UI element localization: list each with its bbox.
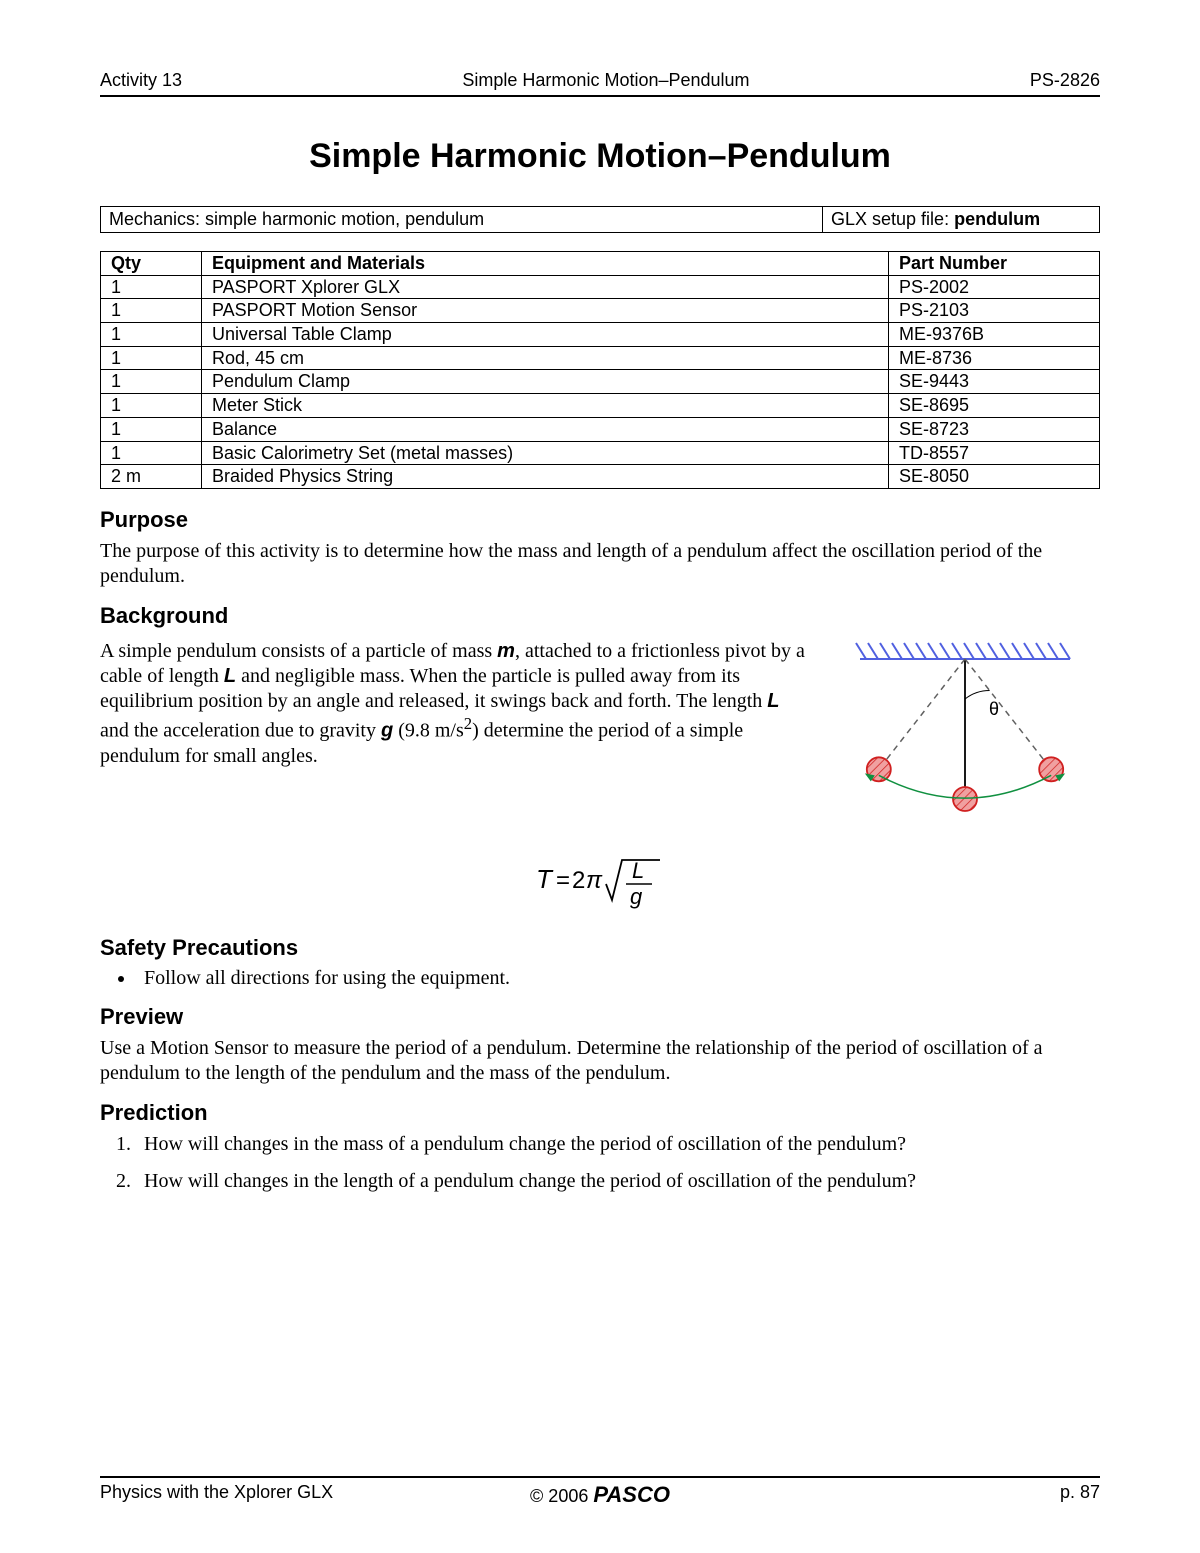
table-cell: 1 <box>101 299 202 323</box>
table-header-row: Qty Equipment and Materials Part Number <box>101 252 1100 276</box>
col-header-qty: Qty <box>101 252 202 276</box>
header-right: PS-2826 <box>1030 70 1100 91</box>
table-row: 1Universal Table ClampME-9376B <box>101 323 1100 347</box>
table-cell: Basic Calorimetry Set (metal masses) <box>202 441 889 465</box>
footer-center: © 2006 PASCO <box>530 1482 670 1508</box>
list-item: How will changes in the length of a pend… <box>136 1169 1100 1194</box>
hatch-icon <box>976 643 986 659</box>
info-bar-topic: Mechanics: simple harmonic motion, pendu… <box>101 207 823 232</box>
pendulum-bob <box>953 787 977 811</box>
hatch-icon <box>928 643 938 659</box>
col-header-part: Part Number <box>889 252 1100 276</box>
hatch-icon <box>892 643 902 659</box>
heading-safety: Safety Precautions <box>100 935 1100 961</box>
table-cell: Balance <box>202 417 889 441</box>
hatch-icon <box>940 643 950 659</box>
table-row: 1Rod, 45 cmME-8736 <box>101 346 1100 370</box>
table-row: 1PASPORT Xplorer GLXPS-2002 <box>101 275 1100 299</box>
table-cell: TD-8557 <box>889 441 1100 465</box>
angle-arc <box>965 690 990 698</box>
table-cell: PS-2002 <box>889 275 1100 299</box>
pendulum-diagram: θ <box>830 635 1100 840</box>
svg-text:2: 2 <box>572 867 585 894</box>
list-item: How will changes in the mass of a pendul… <box>136 1132 1100 1157</box>
header-left: Activity 13 <box>100 70 182 91</box>
heading-background: Background <box>100 603 1100 629</box>
table-cell: Pendulum Clamp <box>202 370 889 394</box>
table-cell: ME-9376B <box>889 323 1100 347</box>
heading-prediction: Prediction <box>100 1100 1100 1126</box>
preview-text: Use a Motion Sensor to measure the perio… <box>100 1036 1100 1086</box>
string-left <box>879 659 965 769</box>
table-cell: 1 <box>101 323 202 347</box>
safety-list: Follow all directions for using the equi… <box>100 967 1100 990</box>
heading-preview: Preview <box>100 1004 1100 1030</box>
table-cell: SE-8050 <box>889 465 1100 489</box>
theta-label: θ <box>989 699 999 719</box>
table-cell: PS-2103 <box>889 299 1100 323</box>
table-cell: SE-8723 <box>889 417 1100 441</box>
table-row: 1Meter StickSE-8695 <box>101 394 1100 418</box>
formula-T: T <box>536 864 554 894</box>
table-row: 2 mBraided Physics StringSE-8050 <box>101 465 1100 489</box>
table-cell: SE-9443 <box>889 370 1100 394</box>
hatch-icon <box>1036 643 1046 659</box>
hatch-icon <box>904 643 914 659</box>
table-cell: Rod, 45 cm <box>202 346 889 370</box>
table-cell: 2 m <box>101 465 202 489</box>
hatch-icon <box>1012 643 1022 659</box>
page-footer: Physics with the Xplorer GLX © 2006 PASC… <box>100 1476 1100 1503</box>
hatch-icon <box>1060 643 1070 659</box>
heading-purpose: Purpose <box>100 507 1100 533</box>
hatch-icon <box>916 643 926 659</box>
formula-L: L <box>632 858 644 883</box>
background-text: A simple pendulum consists of a particle… <box>100 639 810 769</box>
table-cell: Meter Stick <box>202 394 889 418</box>
page-header: Activity 13 Simple Harmonic Motion–Pendu… <box>100 70 1100 97</box>
table-cell: ME-8736 <box>889 346 1100 370</box>
hatch-icon <box>964 643 974 659</box>
page-title: Simple Harmonic Motion–Pendulum <box>100 137 1100 176</box>
header-center: Simple Harmonic Motion–Pendulum <box>462 70 749 91</box>
table-cell: 1 <box>101 417 202 441</box>
prediction-list: How will changes in the mass of a pendul… <box>100 1132 1100 1194</box>
hatch-icon <box>868 643 878 659</box>
svg-text:π: π <box>586 867 603 894</box>
table-cell: Braided Physics String <box>202 465 889 489</box>
table-cell: 1 <box>101 370 202 394</box>
table-cell: PASPORT Motion Sensor <box>202 299 889 323</box>
svg-text:=: = <box>556 867 570 894</box>
footer-right: p. 87 <box>1060 1482 1100 1503</box>
table-row: 1Pendulum ClampSE-9443 <box>101 370 1100 394</box>
string-right <box>965 659 1051 769</box>
table-row: 1Basic Calorimetry Set (metal masses)TD-… <box>101 441 1100 465</box>
table-cell: Universal Table Clamp <box>202 323 889 347</box>
table-cell: 1 <box>101 394 202 418</box>
table-cell: SE-8695 <box>889 394 1100 418</box>
hatch-icon <box>1048 643 1058 659</box>
footer-left: Physics with the Xplorer GLX <box>100 1482 333 1503</box>
table-cell: 1 <box>101 441 202 465</box>
hatch-icon <box>1000 643 1010 659</box>
hatch-icon <box>856 643 866 659</box>
equipment-table: Qty Equipment and Materials Part Number … <box>100 251 1100 489</box>
hatch-icon <box>988 643 998 659</box>
table-cell: 1 <box>101 275 202 299</box>
formula-period: T = 2 π L g <box>100 850 1100 919</box>
table-row: 1PASPORT Motion SensorPS-2103 <box>101 299 1100 323</box>
table-row: 1BalanceSE-8723 <box>101 417 1100 441</box>
hatch-icon <box>880 643 890 659</box>
info-bar-setup: GLX setup file: pendulum <box>823 207 1099 232</box>
table-cell: PASPORT Xplorer GLX <box>202 275 889 299</box>
formula-g: g <box>630 884 643 909</box>
purpose-text: The purpose of this activity is to deter… <box>100 539 1100 589</box>
hatch-icon <box>952 643 962 659</box>
info-bar: Mechanics: simple harmonic motion, pendu… <box>100 206 1100 233</box>
table-cell: 1 <box>101 346 202 370</box>
col-header-equipment: Equipment and Materials <box>202 252 889 276</box>
list-item: Follow all directions for using the equi… <box>136 967 1100 990</box>
hatch-icon <box>1024 643 1034 659</box>
